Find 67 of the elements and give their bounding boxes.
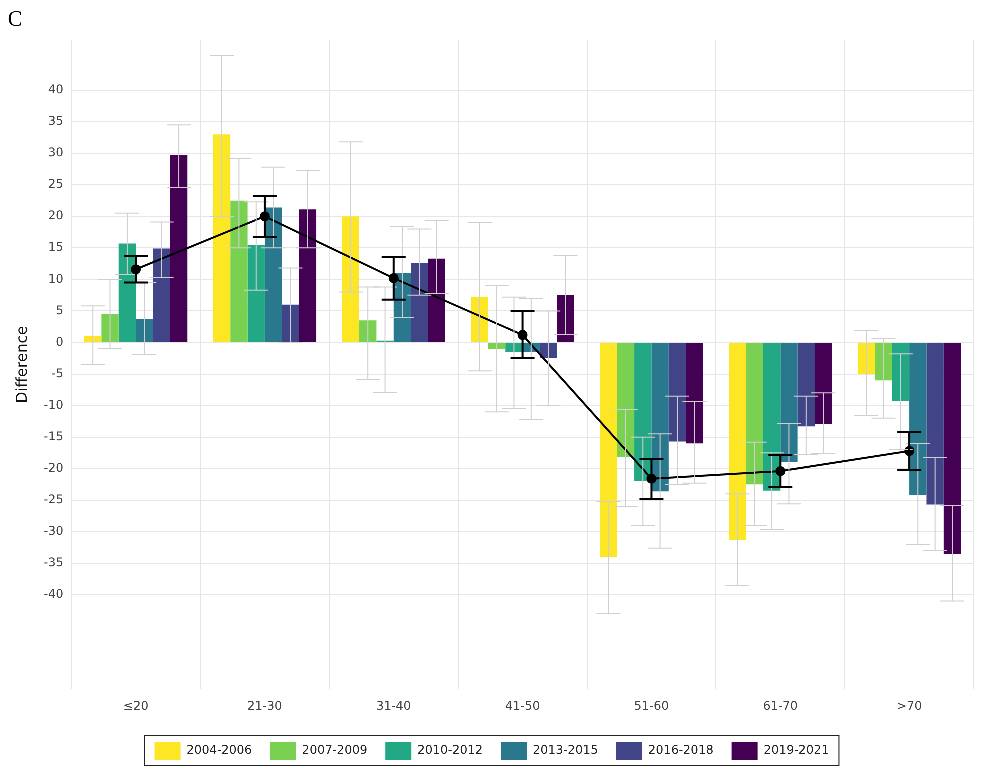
bar: [780, 343, 798, 463]
bar: [798, 343, 816, 427]
bar: [411, 263, 428, 342]
bar: [540, 343, 558, 358]
y-tick-label: 20: [48, 208, 64, 223]
bar: [910, 343, 927, 496]
legend-label: 2004-2006: [186, 743, 252, 758]
y-tick-label: -40: [44, 587, 64, 602]
bar: [213, 134, 231, 342]
bar: [102, 314, 119, 342]
y-tick-label: -35: [44, 556, 64, 570]
legend-label: 2019-2021: [764, 743, 830, 758]
y-tick-label: -30: [44, 524, 64, 538]
x-tick-label: >70: [896, 698, 922, 713]
y-tick-label: 5: [56, 303, 64, 318]
bar: [342, 216, 360, 342]
bar: [875, 343, 892, 381]
y-tick-label: -20: [44, 460, 64, 475]
bar: [170, 155, 188, 342]
bar: [944, 343, 962, 554]
y-tick-label: -10: [44, 398, 64, 412]
bar: [763, 343, 781, 491]
legend-label: 2016-2018: [648, 743, 714, 758]
bar: [746, 343, 764, 485]
bar: [858, 343, 876, 374]
y-tick-label: 15: [48, 240, 64, 254]
bar: [282, 304, 300, 342]
bar: [634, 343, 652, 482]
bar: [118, 244, 136, 342]
bar: [617, 343, 635, 458]
bar: [668, 343, 686, 442]
bar: [248, 244, 265, 342]
bar: [600, 343, 618, 558]
x-tick-label: ≤20: [123, 698, 149, 713]
y-tick-label: -5: [52, 366, 64, 380]
bar: [488, 343, 506, 350]
x-tick-label: 21-30: [248, 698, 282, 713]
legend-label: 2007-2009: [302, 743, 368, 758]
y-tick-label: 0: [56, 334, 64, 349]
x-tick-label: 41-50: [505, 698, 540, 713]
y-axis-title: Difference: [12, 326, 31, 404]
bar: [686, 343, 704, 444]
x-tick-label: 31-40: [376, 698, 412, 713]
y-tick-label: -15: [44, 429, 64, 444]
y-tick-label: 35: [48, 114, 64, 128]
x-tick-label: 51-60: [634, 698, 670, 713]
y-tick-label: 10: [48, 272, 64, 286]
y-tick-label: -25: [44, 492, 64, 507]
y-tick-label: 30: [48, 146, 64, 160]
bar: [729, 343, 746, 540]
text: C: [8, 6, 23, 32]
y-tick-label: 25: [48, 177, 64, 192]
bar: [892, 343, 910, 402]
bar: [264, 208, 282, 342]
x-tick-label: 61-70: [763, 698, 798, 713]
bar: [360, 320, 377, 342]
bar: [557, 295, 574, 342]
bar: [136, 319, 154, 342]
bar: [299, 210, 317, 342]
bar: [153, 248, 170, 342]
bar: [230, 200, 248, 342]
legend-label: 2013-2015: [533, 743, 598, 758]
bar: [926, 343, 944, 505]
legend-label: 2010-2012: [418, 743, 484, 758]
bar: [428, 258, 446, 342]
bar: [815, 343, 832, 424]
y-tick-label: 40: [48, 82, 64, 97]
